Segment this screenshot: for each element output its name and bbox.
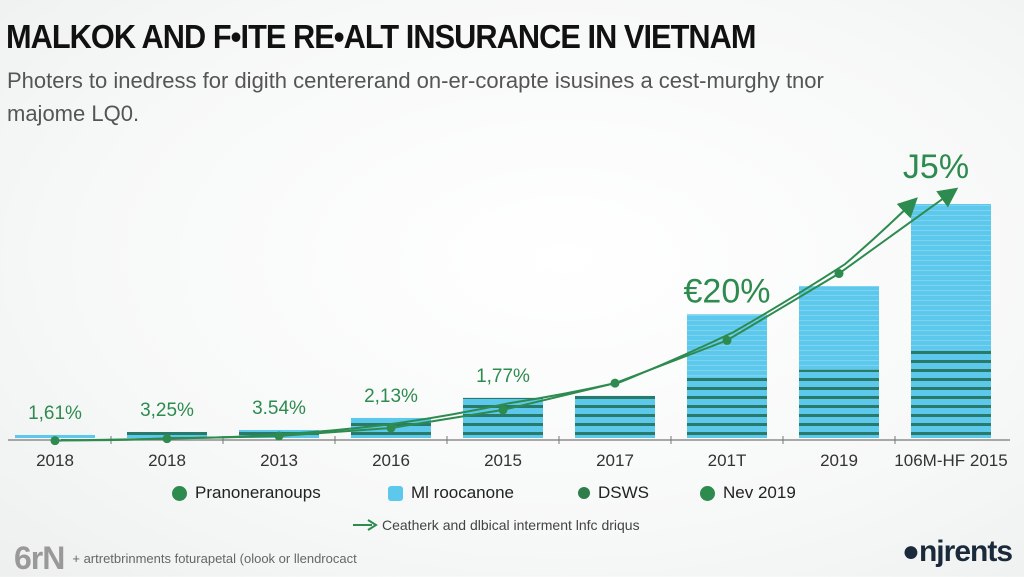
legend-swatch bbox=[388, 485, 403, 501]
annotation-text: Ceatherk and dlbical interment lnfc driq… bbox=[382, 517, 640, 533]
legend-item: Nev 2019 bbox=[700, 483, 796, 503]
brand-logo: ●njrents bbox=[901, 535, 1013, 568]
line-marker bbox=[274, 431, 284, 441]
legend-item: Ml roocanone bbox=[388, 483, 514, 503]
line-marker bbox=[498, 405, 508, 415]
data-label: 1,61% bbox=[28, 403, 82, 424]
legend-swatch bbox=[172, 485, 187, 501]
data-label: 1,77% bbox=[476, 366, 530, 387]
chart-subtitle: Photers to inedress for digith centerera… bbox=[7, 68, 824, 126]
x-tick-label: 106M-HF 2015 bbox=[894, 451, 1007, 470]
legend-label: DSWS bbox=[598, 483, 649, 502]
data-label: €20% bbox=[684, 272, 771, 310]
data-label: J5% bbox=[903, 148, 969, 186]
footer-text: + artretbrinments foturapetal (olook or … bbox=[72, 551, 357, 566]
data-label: 3,25% bbox=[140, 400, 194, 421]
legend-swatch bbox=[700, 485, 715, 501]
legend-label: Pranoneranoups bbox=[195, 483, 321, 502]
bar-striped-segment bbox=[911, 349, 991, 438]
x-tick-label: 2016 bbox=[372, 451, 410, 470]
legend-label: Nev 2019 bbox=[723, 483, 796, 502]
bar-striped-segment bbox=[575, 395, 655, 438]
annotation: Ceatherk and dlbical interment lnfc driq… bbox=[352, 517, 640, 533]
line-marker bbox=[386, 423, 396, 433]
legend-item: DSWS bbox=[578, 483, 649, 503]
legend-item: Pranoneranoups bbox=[172, 483, 321, 503]
chart-title: MALKOK AND F•ITE RE•ALT INSURANCE IN VIE… bbox=[6, 18, 756, 55]
arrow-right-icon bbox=[353, 519, 378, 531]
trend-line bbox=[60, 197, 918, 442]
legend-swatch bbox=[578, 487, 590, 499]
data-label: 2,13% bbox=[364, 386, 418, 407]
x-tick-label: 2018 bbox=[36, 451, 74, 470]
legend-label: Ml roocanone bbox=[411, 483, 515, 502]
x-tick-label: 2013 bbox=[260, 451, 298, 470]
x-tick-label: 2017 bbox=[596, 451, 634, 470]
x-tick-label: 2015 bbox=[484, 451, 522, 470]
x-tick-label: 2019 bbox=[820, 451, 858, 470]
footer: 6rN + artretbrinments foturapetal (olook… bbox=[14, 540, 357, 577]
legend: Pranoneranoups Ml roocanone DSWS Nev 201… bbox=[0, 483, 1024, 507]
footer-logo: 6rN bbox=[14, 540, 65, 576]
x-tick-label: 201T bbox=[708, 451, 747, 470]
bar-striped-segment bbox=[687, 376, 767, 438]
bar bbox=[911, 204, 991, 350]
line-marker bbox=[834, 269, 844, 279]
bar bbox=[799, 286, 879, 370]
bar-striped-segment bbox=[799, 369, 879, 438]
data-label: 3.54% bbox=[252, 398, 306, 419]
x-tick-label: 2018 bbox=[148, 451, 186, 470]
line-marker bbox=[722, 335, 732, 345]
line-marker bbox=[50, 436, 60, 446]
